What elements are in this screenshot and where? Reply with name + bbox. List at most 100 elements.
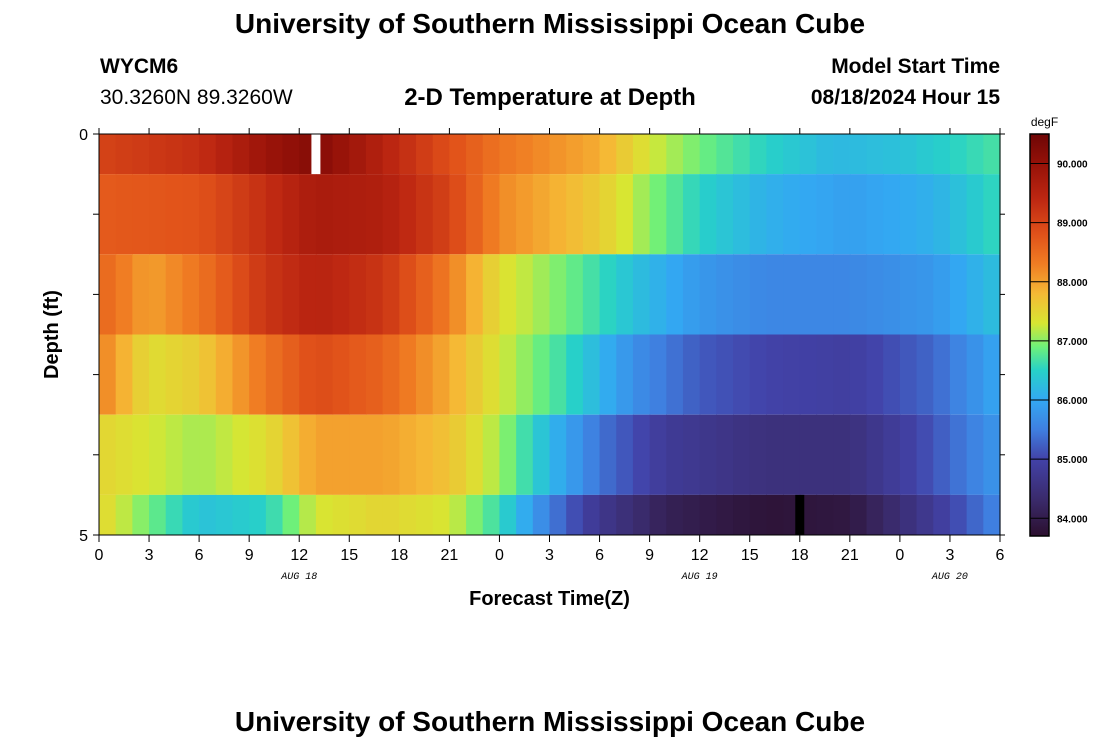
heatmap-cell xyxy=(966,134,984,175)
heatmap-cell xyxy=(365,254,384,335)
heatmap-cell xyxy=(899,494,918,535)
heatmap-cell xyxy=(532,254,551,335)
heatmap-cell xyxy=(899,134,918,175)
heatmap-cell xyxy=(716,334,734,415)
colorbar-tick-label: 85.000 xyxy=(1057,455,1088,466)
heatmap-cell xyxy=(499,254,517,335)
colorbar-tick-label: 90.000 xyxy=(1057,160,1088,171)
colorbar: 84.000 85.000 86.000 87.000 88.000 89.000 90.0… xyxy=(1029,115,1088,537)
heatmap-cell xyxy=(883,494,901,535)
x-tick-label: 6 xyxy=(595,547,604,564)
heatmap-cell xyxy=(849,414,868,495)
heatmap-cell xyxy=(833,174,851,255)
heatmap-cell xyxy=(682,414,701,495)
heatmap-cell xyxy=(783,254,801,335)
colorbar-gradient xyxy=(1029,133,1050,537)
heatmap-cell xyxy=(182,174,200,255)
heatmap-cell xyxy=(249,334,267,415)
heatmap-cell xyxy=(165,494,184,535)
heatmap-cell xyxy=(849,334,868,415)
heatmap-cell xyxy=(265,174,284,255)
heatmap-cell xyxy=(99,334,117,415)
heatmap-cell xyxy=(466,174,484,255)
heatmap-cell xyxy=(699,334,717,415)
heatmap-cell xyxy=(816,174,834,255)
heatmap-cell xyxy=(532,334,551,415)
heatmap-cell xyxy=(349,414,367,495)
heatmap-cell xyxy=(666,174,684,255)
heatmap-cell xyxy=(466,254,484,335)
heatmap-cell xyxy=(165,174,184,255)
heatmap-cell xyxy=(432,254,450,335)
heatmap-cell xyxy=(349,134,367,175)
heatmap-cell xyxy=(332,334,350,415)
heatmap-cell xyxy=(132,414,150,495)
heatmap-cell xyxy=(165,414,184,495)
heatmap-cell xyxy=(799,174,818,255)
heatmap-cell xyxy=(566,134,584,175)
heatmap-cell xyxy=(232,334,250,415)
heatmap-cell xyxy=(966,254,984,335)
heatmap-cell xyxy=(282,334,300,415)
heatmap-cell xyxy=(899,414,918,495)
heatmap-cell xyxy=(282,494,300,535)
x-tick-label: 3 xyxy=(145,547,154,564)
heatmap-cell xyxy=(716,414,734,495)
model-start-label: Model Start Time xyxy=(831,55,1000,78)
heatmap-cell xyxy=(99,174,117,255)
heatmap-cell xyxy=(499,174,517,255)
heatmap-cell xyxy=(365,134,384,175)
heatmap-cell xyxy=(115,334,133,415)
x-tick-label: 9 xyxy=(245,547,254,564)
heatmap-cell xyxy=(516,134,534,175)
heatmap-cell xyxy=(599,414,617,495)
heatmap-cell xyxy=(816,414,834,495)
heatmap-cell xyxy=(666,414,684,495)
heatmap-cell xyxy=(215,334,234,415)
heatmap-cell xyxy=(916,494,934,535)
heatmap-cell xyxy=(833,334,851,415)
heatmap-cell xyxy=(566,414,584,495)
heatmap-cell xyxy=(983,334,1001,415)
heatmap-cell xyxy=(99,254,117,335)
heatmap-cell xyxy=(883,254,901,335)
station-coordinates: 30.3260N 89.3260W xyxy=(100,86,293,109)
x-tick-label: 0 xyxy=(495,547,504,564)
heatmap-cell xyxy=(399,254,417,335)
missing-cells xyxy=(311,134,805,535)
heatmap-cell xyxy=(883,134,901,175)
heatmap-cell xyxy=(365,494,384,535)
heatmap-cell xyxy=(616,494,634,535)
heatmap-cell xyxy=(416,334,434,415)
heatmap-cell xyxy=(149,494,167,535)
heatmap-cell xyxy=(783,334,801,415)
heatmap-cell xyxy=(215,134,234,175)
heatmap-cell xyxy=(532,174,551,255)
heatmap-cell xyxy=(816,134,834,175)
heatmap-cell xyxy=(649,414,667,495)
heatmap-cell xyxy=(766,414,784,495)
heatmap-cell xyxy=(799,134,818,175)
heatmap-cell xyxy=(165,334,184,415)
heatmap-cell xyxy=(282,414,300,495)
heatmap-cell xyxy=(132,494,150,535)
heatmap-cell xyxy=(849,174,868,255)
heatmap-cell xyxy=(749,494,768,535)
heatmap-cell xyxy=(282,134,300,175)
heatmap-cell xyxy=(783,174,801,255)
heatmap-cell xyxy=(933,174,951,255)
heatmap-cell xyxy=(866,134,884,175)
heatmap-cell xyxy=(599,134,617,175)
heatmap-cell xyxy=(449,494,467,535)
heatmap-cell xyxy=(299,334,317,415)
heatmap-cell xyxy=(449,414,467,495)
heatmap-cell xyxy=(716,254,734,335)
heatmap-cell xyxy=(949,174,968,255)
heatmap-cell xyxy=(666,134,684,175)
heatmap-cell xyxy=(416,134,434,175)
heatmap-cell xyxy=(466,134,484,175)
heatmap-cell xyxy=(432,134,450,175)
heatmap-cell xyxy=(482,414,501,495)
heatmap-cell xyxy=(416,414,434,495)
heatmap-cell xyxy=(682,334,701,415)
